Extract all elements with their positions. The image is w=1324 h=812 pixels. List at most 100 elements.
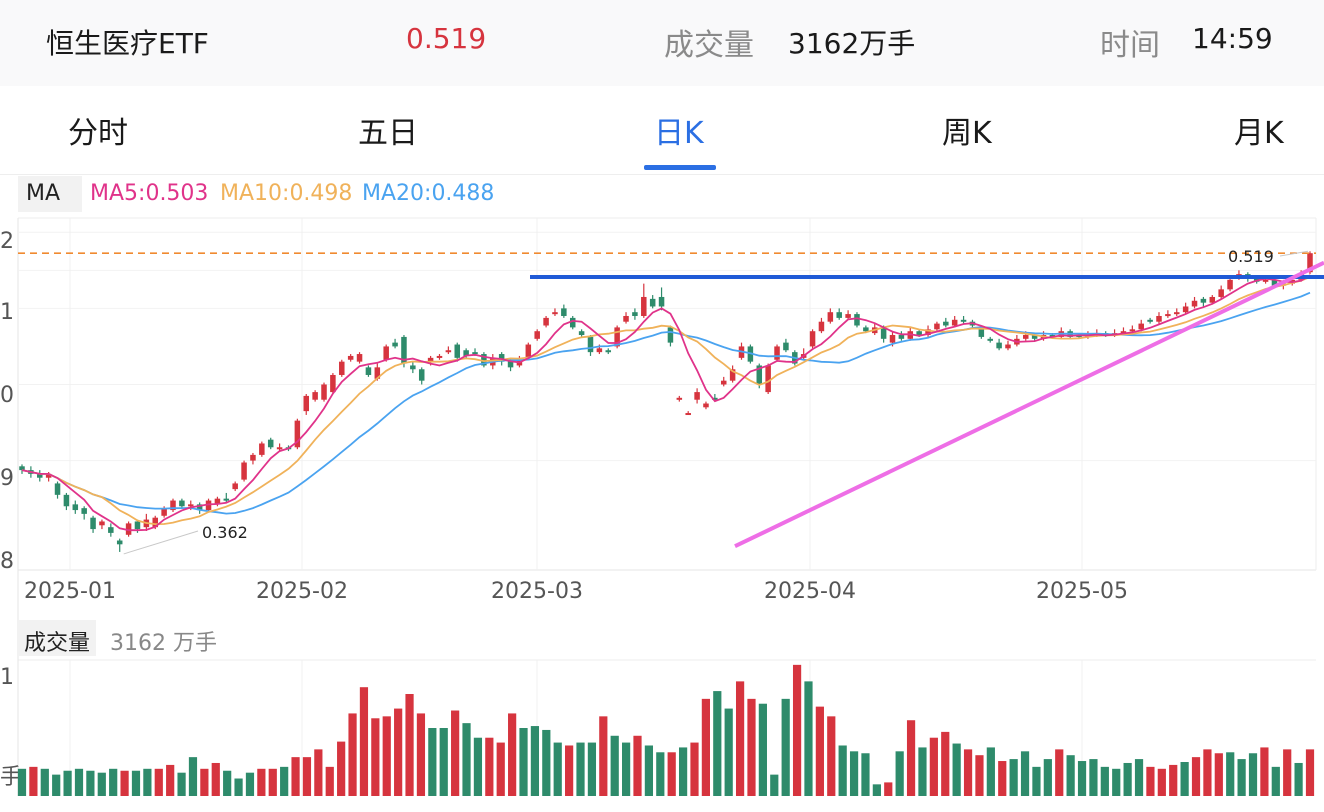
candle-body — [712, 397, 718, 400]
volume-bar — [74, 768, 84, 796]
candle-body — [472, 352, 478, 355]
volume-bar — [1146, 766, 1155, 796]
candle-body — [1005, 344, 1011, 349]
volume-bar — [394, 708, 403, 796]
candle-body — [1271, 279, 1278, 286]
volume-bar — [1271, 766, 1280, 796]
period-tabs: 分时 五日 日K 周K 月K — [0, 86, 1324, 175]
volume-bar — [1100, 766, 1109, 796]
candle-body — [37, 473, 43, 478]
candle-body — [996, 342, 1002, 349]
candle-body — [179, 500, 185, 507]
volume-bar — [553, 742, 562, 796]
candle-body — [108, 527, 114, 533]
candle-body — [250, 454, 256, 461]
candle-body — [667, 327, 674, 343]
volume-bar — [234, 778, 243, 796]
time-value: 14:59 — [1192, 22, 1273, 55]
volume-bar — [86, 770, 95, 796]
candle-body — [125, 523, 132, 535]
volume-bar — [211, 762, 220, 796]
tab-intraday[interactable]: 分时 — [68, 116, 128, 151]
volume-bar — [815, 706, 824, 796]
volume-bar — [1283, 749, 1292, 796]
volume-bar — [1112, 768, 1121, 796]
candle-body — [641, 296, 647, 316]
volume-bar — [622, 742, 631, 796]
candle-body — [356, 354, 363, 362]
candle-body — [267, 439, 274, 448]
candle-body — [330, 374, 336, 393]
volume-bar — [154, 768, 163, 796]
candle-body — [99, 521, 105, 526]
volume-bar — [223, 770, 232, 796]
candle-body — [454, 344, 461, 358]
volume-bar — [861, 753, 870, 796]
volume-bar — [565, 745, 574, 796]
volume-bar — [781, 698, 790, 796]
volume-bar — [1089, 759, 1098, 796]
volume-legend-label: 成交量 — [24, 631, 91, 656]
volume-bar — [1043, 759, 1052, 796]
volume-bar — [838, 745, 847, 796]
volume-bar — [280, 766, 289, 796]
tab-weekly-k[interactable]: 周K — [942, 116, 992, 151]
volume-bar — [906, 720, 916, 796]
candle-body — [1129, 329, 1136, 332]
volume-bar — [986, 747, 995, 796]
candle-body — [196, 504, 203, 511]
candle-body — [925, 329, 931, 336]
ma-label: MA — [26, 181, 61, 206]
volume-bar — [40, 768, 49, 796]
candle-body — [756, 365, 763, 385]
volume-bar — [1032, 766, 1041, 796]
candle-body — [1307, 253, 1313, 273]
candle-body — [1120, 331, 1127, 334]
volume-bar — [428, 728, 437, 796]
candle-body — [649, 298, 656, 307]
volume-bar — [291, 757, 300, 796]
volume-bar — [610, 735, 619, 796]
volume-bar — [302, 757, 312, 796]
x-tick-label: 2025-05 — [1036, 579, 1128, 604]
tab-monthly-k[interactable]: 月K — [1234, 116, 1284, 151]
volume-bar — [1248, 753, 1258, 796]
volume-bar — [542, 729, 551, 796]
tab-daily-k[interactable]: 日K — [654, 116, 704, 151]
y-tick-label: 8 — [0, 549, 14, 574]
candle-body — [445, 350, 452, 353]
volume-bar — [963, 749, 973, 796]
candle-body — [312, 392, 318, 400]
time-label: 时间 — [1100, 28, 1160, 63]
ma-toggle[interactable] — [18, 176, 82, 212]
volume-toggle[interactable] — [18, 620, 96, 656]
candle-body — [720, 380, 727, 385]
ma5-line — [21, 274, 1311, 532]
candle-body — [676, 397, 683, 400]
candle-body — [1138, 323, 1144, 330]
candle-body — [534, 331, 540, 339]
candle-body — [19, 466, 25, 471]
volume-bar — [701, 698, 710, 796]
candle-body — [1227, 279, 1233, 290]
candle-body — [374, 367, 381, 379]
volume-bar — [792, 664, 802, 796]
volume-bar — [941, 731, 950, 796]
volume-bar — [200, 768, 209, 796]
volume-bar — [576, 742, 585, 796]
candle-body — [1209, 296, 1216, 303]
volume-bar — [587, 742, 597, 796]
candle-body — [898, 335, 905, 339]
candle-body — [943, 321, 949, 326]
candle-body — [134, 521, 141, 530]
candle-body — [116, 540, 123, 545]
candle-body — [605, 350, 612, 353]
candle-body — [161, 508, 167, 516]
x-tick-label: 2025-01 — [24, 579, 116, 604]
volume-bar — [382, 716, 391, 796]
volume-tick-label: 1 — [0, 665, 14, 690]
volume-bar — [314, 749, 323, 796]
candle-body — [72, 504, 79, 511]
tab-five-day[interactable]: 五日 — [358, 116, 418, 151]
